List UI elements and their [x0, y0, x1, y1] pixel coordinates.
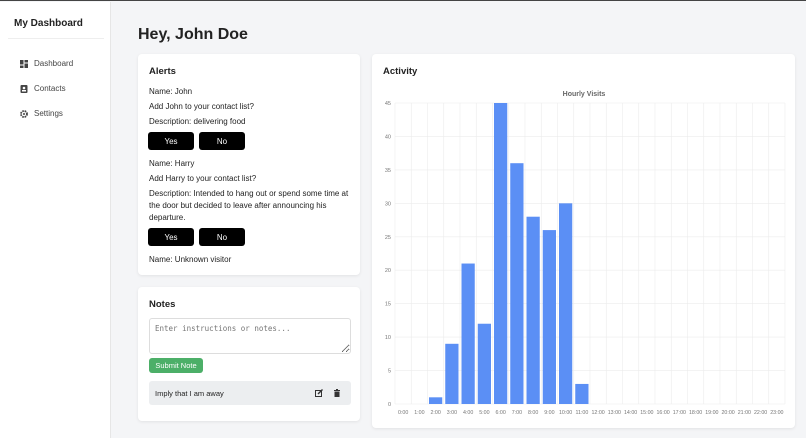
x-tick-label: 11:00 — [575, 410, 588, 416]
x-tick-label: 9:00 — [544, 410, 554, 416]
bar-5:00 — [477, 323, 491, 404]
chart-title: Hourly Visits — [563, 91, 606, 98]
x-tick-label: 17:00 — [673, 410, 686, 416]
x-tick-label: 0:00 — [398, 410, 408, 416]
page-title: Hey, John Doe — [138, 26, 248, 43]
x-tick-label: 18:00 — [689, 410, 702, 416]
bar-11:00 — [575, 383, 589, 404]
x-tick-label: 15:00 — [640, 410, 653, 416]
notes-input[interactable] — [149, 318, 351, 354]
bar-2:00 — [429, 397, 443, 404]
dashboard-icon — [20, 59, 28, 68]
notes-title: Notes — [149, 299, 176, 310]
hourly-visits-chart: Hourly Visits 0 5 10 15 20 25 30 35 40 45 0:00 1:00… — [385, 91, 786, 416]
alerts-card: Alerts Name: John Add John to your conta… — [138, 54, 360, 275]
y-tick-label: 40 — [385, 134, 391, 140]
sidebar-item-label: Dashboard — [34, 59, 74, 68]
x-tick-label: 16:00 — [656, 410, 669, 416]
edit-icon[interactable] — [312, 386, 326, 400]
contacts-icon — [20, 84, 28, 93]
bar-7:00 — [510, 163, 524, 404]
bar-3:00 — [445, 343, 459, 404]
y-tick-label: 25 — [385, 235, 391, 241]
x-tick-label: 12:00 — [591, 410, 604, 416]
no-button[interactable]: No — [199, 132, 245, 150]
bar-10:00 — [559, 203, 573, 404]
x-tick-label: 5:00 — [479, 410, 489, 416]
activity-card: Activity Hourly Visits 0 5 10 15 20 25 30 35 40 4… — [372, 54, 795, 428]
yes-button[interactable]: Yes — [148, 132, 194, 150]
bar-4:00 — [461, 263, 475, 404]
note-text: Imply that I am away — [155, 389, 224, 398]
alert-description: Description: Intended to hang out or spe… — [149, 189, 349, 222]
no-button[interactable]: No — [199, 228, 245, 246]
sidebar-item-dashboard[interactable]: Dashboard — [20, 59, 73, 68]
gear-icon — [20, 109, 28, 118]
sidebar: My Dashboard Dashboard Contacts Settings — [0, 2, 111, 438]
sidebar-item-label: Contacts — [34, 84, 66, 93]
x-tick-label: 19:00 — [705, 410, 718, 416]
sidebar-item-label: Settings — [34, 109, 63, 118]
bar-6:00 — [494, 103, 508, 404]
y-tick-label: 10 — [385, 335, 391, 341]
y-tick-label: 15 — [385, 302, 391, 308]
bar-8:00 — [526, 216, 540, 404]
alert-name: Name: Harry — [149, 159, 195, 168]
alert-question: Add Harry to your contact list? — [149, 174, 257, 183]
x-tick-label: 23:00 — [770, 410, 783, 416]
alert-question: Add John to your contact list? — [149, 102, 254, 111]
submit-note-button[interactable]: Submit Note — [149, 358, 203, 373]
x-tick-label: 7:00 — [512, 410, 522, 416]
y-tick-label: 35 — [385, 168, 391, 174]
bar-9:00 — [542, 230, 556, 404]
y-tick-label: 45 — [385, 101, 391, 107]
y-tick-label: 0 — [388, 402, 391, 408]
alert-name: Name: John — [149, 87, 193, 96]
x-tick-label: 22:00 — [754, 410, 767, 416]
trash-icon[interactable] — [330, 386, 344, 400]
note-item: Imply that I am away — [149, 381, 351, 405]
alert-description: Description: delivering food — [149, 117, 246, 126]
y-tick-label: 20 — [385, 268, 391, 274]
x-tick-label: 3:00 — [447, 410, 457, 416]
x-tick-label: 21:00 — [738, 410, 751, 416]
x-tick-label: 14:00 — [624, 410, 637, 416]
notes-card: Notes Submit Note Imply that I am away — [138, 287, 360, 421]
x-tick-label: 4:00 — [463, 410, 473, 416]
yes-button[interactable]: Yes — [148, 228, 194, 246]
x-tick-label: 2:00 — [430, 410, 440, 416]
sidebar-item-contacts[interactable]: Contacts — [20, 84, 66, 93]
sidebar-item-settings[interactable]: Settings — [20, 109, 63, 118]
activity-title: Activity — [383, 66, 418, 77]
divider — [8, 38, 104, 39]
brand-title: My Dashboard — [14, 18, 83, 29]
alerts-title: Alerts — [149, 66, 176, 77]
y-tick-label: 5 — [388, 369, 391, 375]
x-tick-label: 13:00 — [608, 410, 621, 416]
x-tick-label: 6:00 — [495, 410, 505, 416]
x-tick-label: 20:00 — [721, 410, 734, 416]
x-tick-label: 8:00 — [528, 410, 538, 416]
x-tick-label: 10:00 — [559, 410, 572, 416]
alert-name: Name: Unknown visitor — [149, 255, 232, 264]
x-tick-label: 1:00 — [414, 410, 424, 416]
y-tick-label: 30 — [385, 201, 391, 207]
